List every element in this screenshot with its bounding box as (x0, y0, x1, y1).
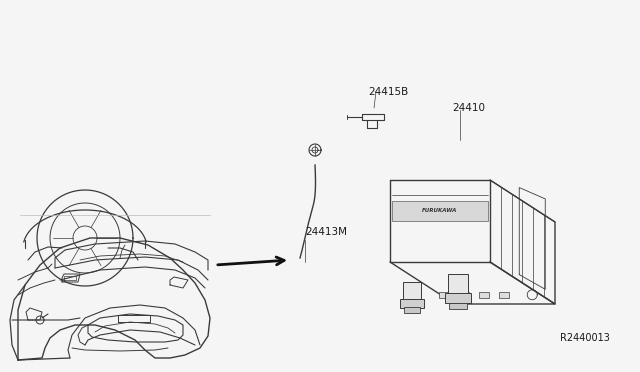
Bar (404, 307, 420, 313)
Text: 24413M: 24413M (305, 227, 347, 237)
Text: 24415B: 24415B (368, 87, 408, 97)
Text: FURUKAWA: FURUKAWA (422, 208, 458, 213)
Bar (439, 292, 449, 298)
Bar (449, 302, 467, 308)
Bar (459, 292, 468, 298)
Bar (403, 282, 421, 300)
Bar (479, 292, 489, 298)
Bar (400, 299, 424, 308)
Bar (445, 292, 471, 302)
Bar (448, 273, 468, 294)
Bar (499, 292, 509, 298)
Text: R2440013: R2440013 (560, 333, 610, 343)
Text: 24410: 24410 (452, 103, 485, 113)
Bar (392, 201, 488, 221)
